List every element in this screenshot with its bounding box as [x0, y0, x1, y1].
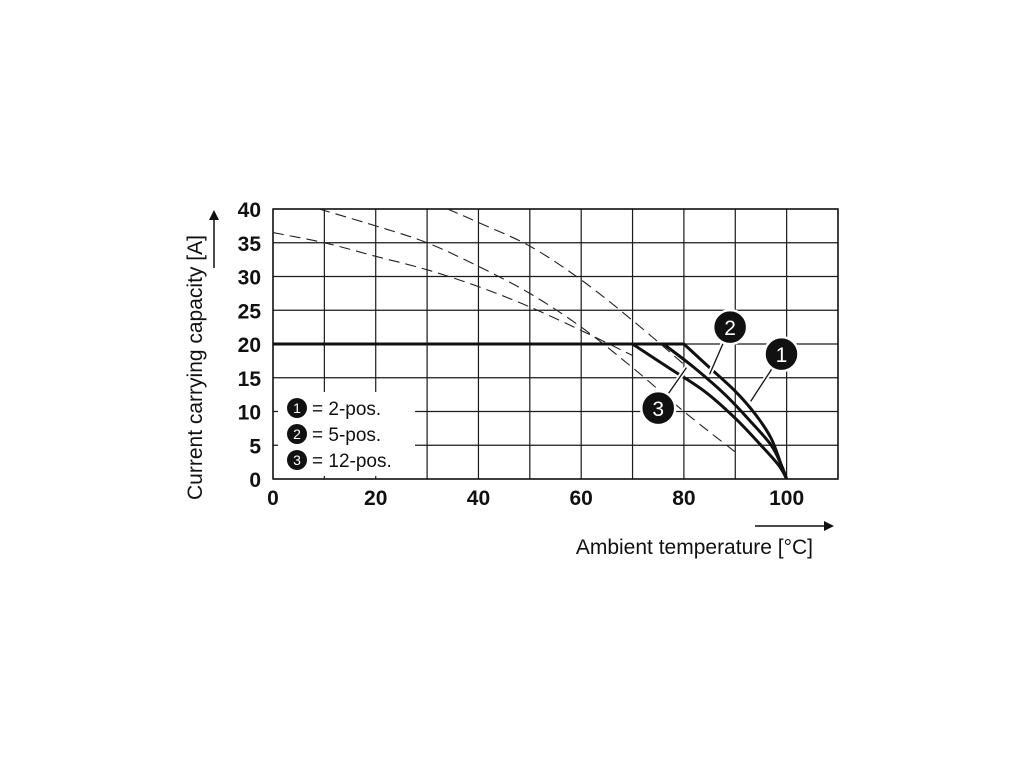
curve-2: [273, 342, 789, 479]
x-axis-title: Ambient temperature [°C]: [576, 536, 813, 559]
tick-labels: 0 20 40 60 80 100 0 5 10 15 20 25 30 35 40: [238, 199, 805, 510]
legend-badge: [287, 450, 307, 470]
x-tick-label: 0: [267, 487, 279, 510]
curve-badge-label: 2: [724, 317, 736, 340]
legend-badge-label: 1: [293, 400, 301, 416]
y-tick-label: 0: [249, 469, 261, 492]
legend: 1 = 2-pos. 2 = 5-pos. 3 = 12-pos.: [278, 392, 415, 476]
curve-badge: [763, 335, 800, 373]
y-tick-label: 15: [238, 368, 262, 391]
y-tick-label: 40: [238, 199, 261, 222]
curve-3: [273, 342, 788, 479]
y-tick-label: 5: [249, 435, 261, 458]
curve-badge-label: 3: [652, 398, 664, 421]
legend-label: = 2-pos.: [312, 399, 381, 420]
curve-badge: [639, 389, 677, 427]
y-tick-label: 35: [238, 233, 262, 256]
curve-badge: [711, 308, 749, 346]
legend-badge-label: 3: [293, 452, 301, 468]
x-tick-label: 100: [769, 487, 804, 510]
legend-label: = 5-pos.: [312, 425, 381, 446]
curve-badge-label: 1: [776, 344, 788, 367]
dashed-curve-5: [273, 232, 633, 356]
x-tick-label: 60: [570, 487, 593, 510]
y-tick-label: 30: [238, 267, 261, 290]
x-tick-label: 40: [467, 487, 490, 510]
y-axis-title: Current carrying capacity [A]: [184, 235, 207, 500]
y-tick-label: 20: [238, 334, 261, 357]
derating-curves: [273, 342, 789, 479]
y-tick-label: 10: [238, 402, 261, 425]
legend-label: = 12-pos.: [312, 451, 392, 472]
y-tick-label: 25: [238, 300, 262, 323]
legend-badge-label: 2: [293, 426, 301, 442]
dashed-curve-6: [447, 209, 685, 365]
legend-badge: [287, 424, 307, 444]
legend-badge: [287, 398, 307, 418]
x-tick-label: 20: [364, 487, 387, 510]
curve-badges: 1 2 3: [639, 308, 800, 427]
x-tick-label: 80: [672, 487, 695, 510]
